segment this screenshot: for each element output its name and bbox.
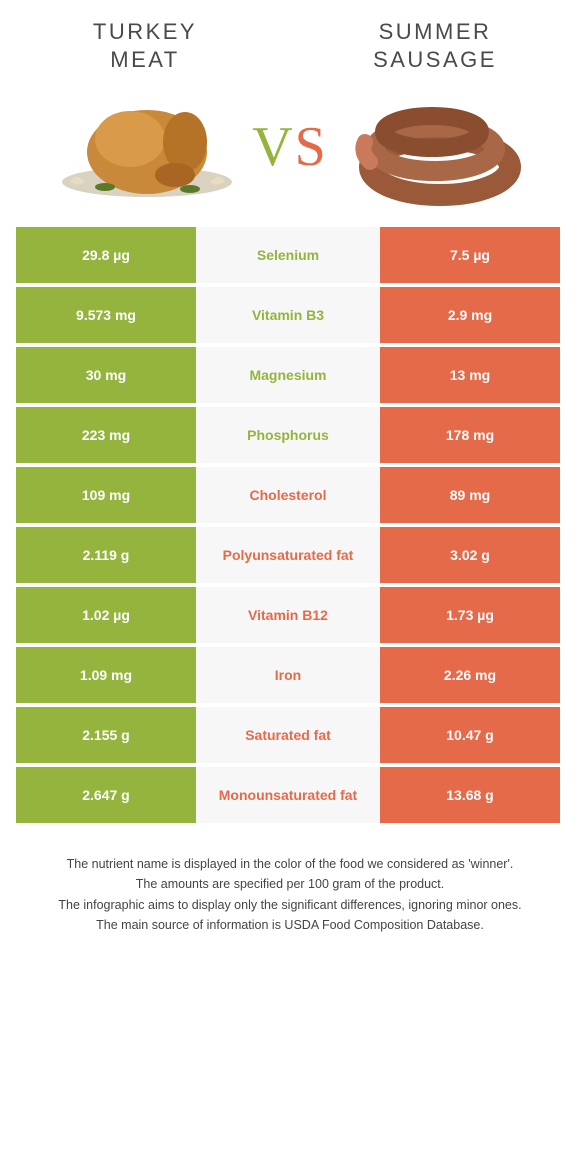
vs-s: S [295, 116, 328, 178]
value-right: 13 mg [380, 347, 560, 403]
nutrient-label: Polyunsaturated fat [196, 527, 380, 583]
value-right: 7.5 µg [380, 227, 560, 283]
nutrient-label: Cholesterol [196, 467, 380, 523]
table-row: 2.155 gSaturated fat10.47 g [16, 707, 564, 763]
table-row: 29.8 µgSelenium7.5 µg [16, 227, 564, 283]
title-left-line2: MEAT [110, 47, 179, 72]
table-row: 2.647 gMonounsaturated fat13.68 g [16, 767, 564, 823]
nutrient-label: Monounsaturated fat [196, 767, 380, 823]
table-row: 1.09 mgIron2.26 mg [16, 647, 564, 703]
value-left: 30 mg [16, 347, 196, 403]
header: TURKEY MEAT SUMMER SAUSAGE [0, 0, 580, 83]
value-right: 10.47 g [380, 707, 560, 763]
comparison-table: 29.8 µgSelenium7.5 µg9.573 mgVitamin B32… [16, 227, 564, 823]
value-right: 1.73 µg [380, 587, 560, 643]
table-row: 30 mgMagnesium13 mg [16, 347, 564, 403]
nutrient-label: Magnesium [196, 347, 380, 403]
footer-line: The infographic aims to display only the… [24, 896, 556, 915]
title-left-line1: TURKEY [93, 19, 197, 44]
hero-row: VS [0, 83, 580, 227]
footer-notes: The nutrient name is displayed in the co… [0, 827, 580, 936]
value-right: 2.26 mg [380, 647, 560, 703]
value-left: 223 mg [16, 407, 196, 463]
footer-line: The amounts are specified per 100 gram o… [24, 875, 556, 894]
vs-v: V [252, 116, 294, 178]
sausage-image [340, 87, 525, 207]
value-left: 2.155 g [16, 707, 196, 763]
table-row: 2.119 gPolyunsaturated fat3.02 g [16, 527, 564, 583]
value-left: 29.8 µg [16, 227, 196, 283]
turkey-image [55, 87, 240, 207]
value-right: 178 mg [380, 407, 560, 463]
value-right: 13.68 g [380, 767, 560, 823]
value-right: 2.9 mg [380, 287, 560, 343]
nutrient-label: Saturated fat [196, 707, 380, 763]
title-right-line2: SAUSAGE [373, 47, 497, 72]
table-row: 1.02 µgVitamin B121.73 µg [16, 587, 564, 643]
title-right-line1: SUMMER [379, 19, 492, 44]
value-right: 89 mg [380, 467, 560, 523]
table-row: 223 mgPhosphorus178 mg [16, 407, 564, 463]
table-row: 109 mgCholesterol89 mg [16, 467, 564, 523]
value-left: 9.573 mg [16, 287, 196, 343]
nutrient-label: Vitamin B3 [196, 287, 380, 343]
nutrient-label: Phosphorus [196, 407, 380, 463]
value-left: 2.119 g [16, 527, 196, 583]
food-title-left: TURKEY MEAT [45, 18, 245, 73]
footer-line: The main source of information is USDA F… [24, 916, 556, 935]
vs-label: VS [252, 115, 328, 179]
value-left: 1.02 µg [16, 587, 196, 643]
value-left: 2.647 g [16, 767, 196, 823]
nutrient-label: Iron [196, 647, 380, 703]
value-left: 1.09 mg [16, 647, 196, 703]
nutrient-label: Selenium [196, 227, 380, 283]
table-row: 9.573 mgVitamin B32.9 mg [16, 287, 564, 343]
footer-line: The nutrient name is displayed in the co… [24, 855, 556, 874]
nutrient-label: Vitamin B12 [196, 587, 380, 643]
value-left: 109 mg [16, 467, 196, 523]
value-right: 3.02 g [380, 527, 560, 583]
food-title-right: SUMMER SAUSAGE [335, 18, 535, 73]
